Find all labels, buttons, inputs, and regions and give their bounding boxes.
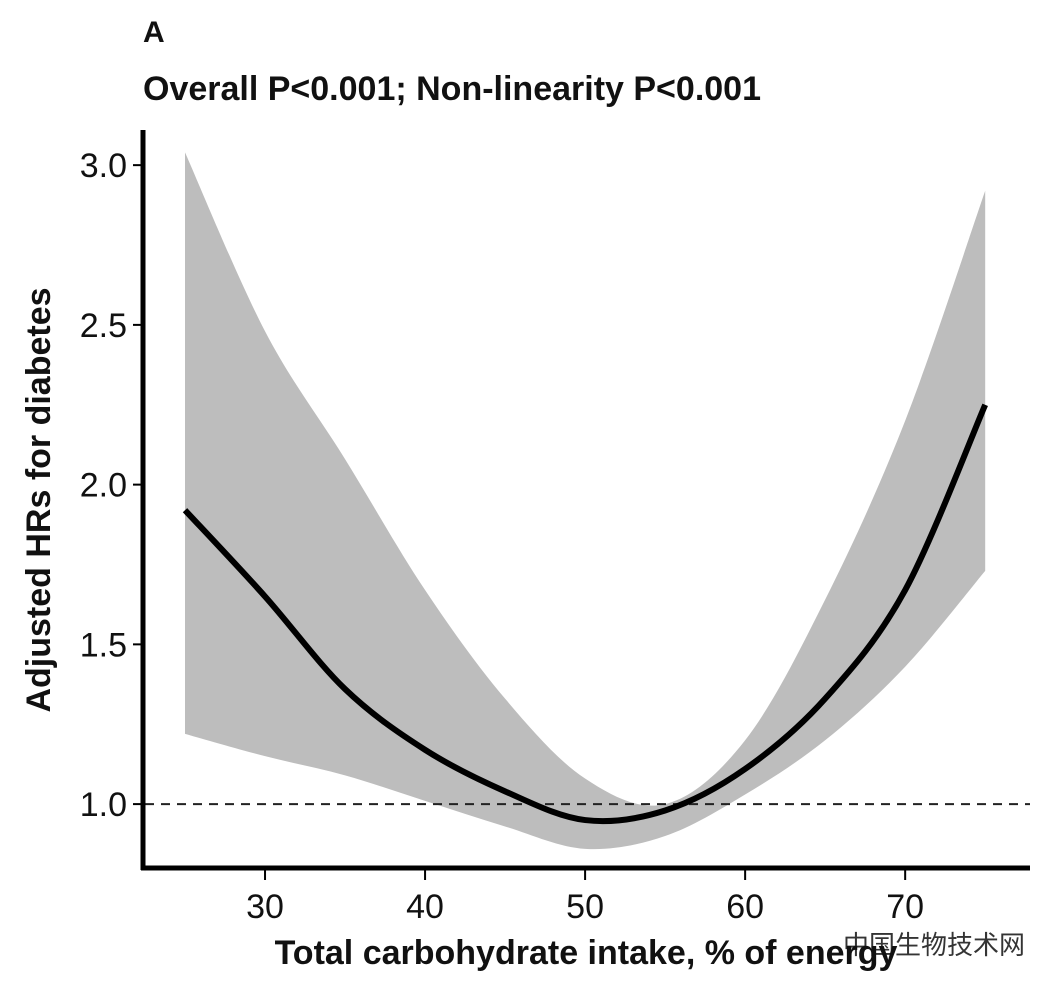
- confidence-band: [185, 152, 986, 850]
- y-tick-label: 1.0: [80, 786, 127, 824]
- y-tick-label: 1.5: [80, 626, 127, 664]
- x-tick-label: 30: [246, 888, 284, 926]
- hr-line: [182, 403, 988, 825]
- y-tick-label: 3.0: [80, 147, 127, 185]
- x-tick-label: 50: [566, 888, 604, 926]
- y-axis-label: Adjusted HRs for diabetes: [20, 287, 58, 712]
- x-tick-label: 70: [886, 888, 924, 926]
- panel-label: A: [143, 16, 165, 49]
- x-tick-label: 40: [406, 888, 444, 926]
- watermark: 中国生物技术网: [843, 930, 1025, 960]
- y-tick-label: 2.5: [80, 307, 127, 345]
- x-axis-label: Total carbohydrate intake, % of energy: [275, 934, 898, 972]
- chart-title: Overall P<0.001; Non-linearity P<0.001: [143, 70, 761, 108]
- y-tick-label: 2.0: [80, 467, 127, 505]
- x-tick-label: 60: [726, 888, 764, 926]
